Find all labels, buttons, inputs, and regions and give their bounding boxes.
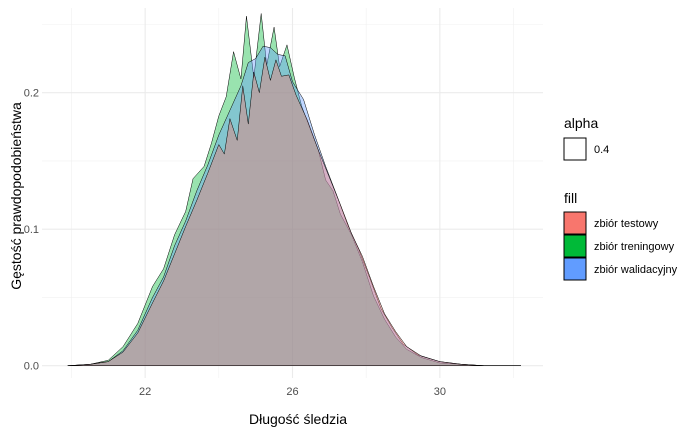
y-tick-label: 0.2: [24, 88, 39, 100]
density-areas: [67, 13, 522, 366]
legend-alpha-key: [563, 137, 587, 161]
legend-fill: fill zbiór testowy zbiór treningowy zbiór …: [563, 190, 678, 281]
legend-alpha: alpha 0.4: [563, 115, 609, 161]
legend-fill-label: zbiór testowy: [594, 218, 659, 230]
legend-fill-key: [563, 257, 587, 281]
x-tick-label: 22: [139, 386, 151, 398]
legend-fill-label: zbiór walidacyjny: [594, 264, 678, 276]
legend-fill-key: [563, 211, 587, 235]
legend-fill-key: [563, 234, 587, 258]
density-area-zbiór-treningowy: [67, 13, 522, 366]
x-tick-label: 30: [434, 386, 446, 398]
density-area-zbiór-walidacyjny: [67, 45, 522, 366]
legend-fill-title: fill: [564, 190, 577, 206]
x-axis-title: Długość śledzia: [249, 411, 347, 427]
y-tick-label: 0.1: [24, 224, 39, 236]
legend-alpha-title: alpha: [564, 115, 598, 131]
density-area-zbiór-testowy: [67, 56, 522, 366]
y-tick-label: 0.0: [24, 361, 39, 373]
legend-alpha-label: 0.4: [594, 144, 609, 156]
x-tick-label: 26: [286, 386, 298, 398]
axis-ticks: 22 26 30 0.0 0.1 0.2: [24, 88, 446, 398]
y-axis-title: Gęstość prawdopodobieństwa: [8, 102, 24, 290]
legend-fill-label: zbiór treningowy: [594, 241, 675, 253]
